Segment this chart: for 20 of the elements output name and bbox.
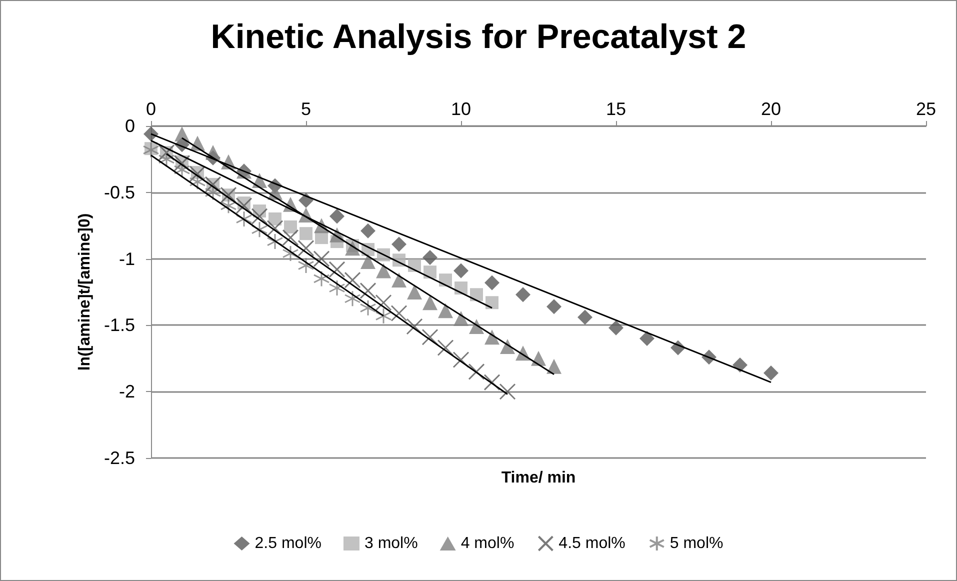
y-tick-label: 0 — [124, 116, 135, 136]
x-tick-label: 25 — [916, 99, 936, 119]
y-tick-label: -0.5 — [104, 182, 135, 202]
legend-label: 4 mol% — [460, 535, 514, 552]
legend-label: 5 mol% — [670, 535, 724, 552]
legend-label: 2.5 mol% — [254, 535, 322, 552]
y-tick-label: -1.5 — [104, 315, 135, 336]
legend-label: 3 mol% — [364, 535, 418, 552]
x-tick-label: 20 — [760, 99, 782, 119]
chart-title: Kinetic Analysis for Precatalyst 2 — [210, 18, 746, 56]
legend-label: 4.5 mol% — [558, 535, 626, 552]
y-tick-label: -2 — [118, 382, 135, 402]
y-tick-label: -2.5 — [104, 448, 135, 468]
x-tick-label: 15 — [606, 99, 626, 119]
x-axis-title: Time/ min — [501, 470, 576, 486]
x-tick-label: 5 — [300, 99, 312, 119]
y-tick-label: -1 — [118, 248, 135, 269]
y-axis-title: ln([amine]t/[amine]0) — [76, 213, 94, 371]
x-tick-label: 10 — [450, 99, 472, 119]
x-tick-label: 0 — [146, 99, 156, 119]
